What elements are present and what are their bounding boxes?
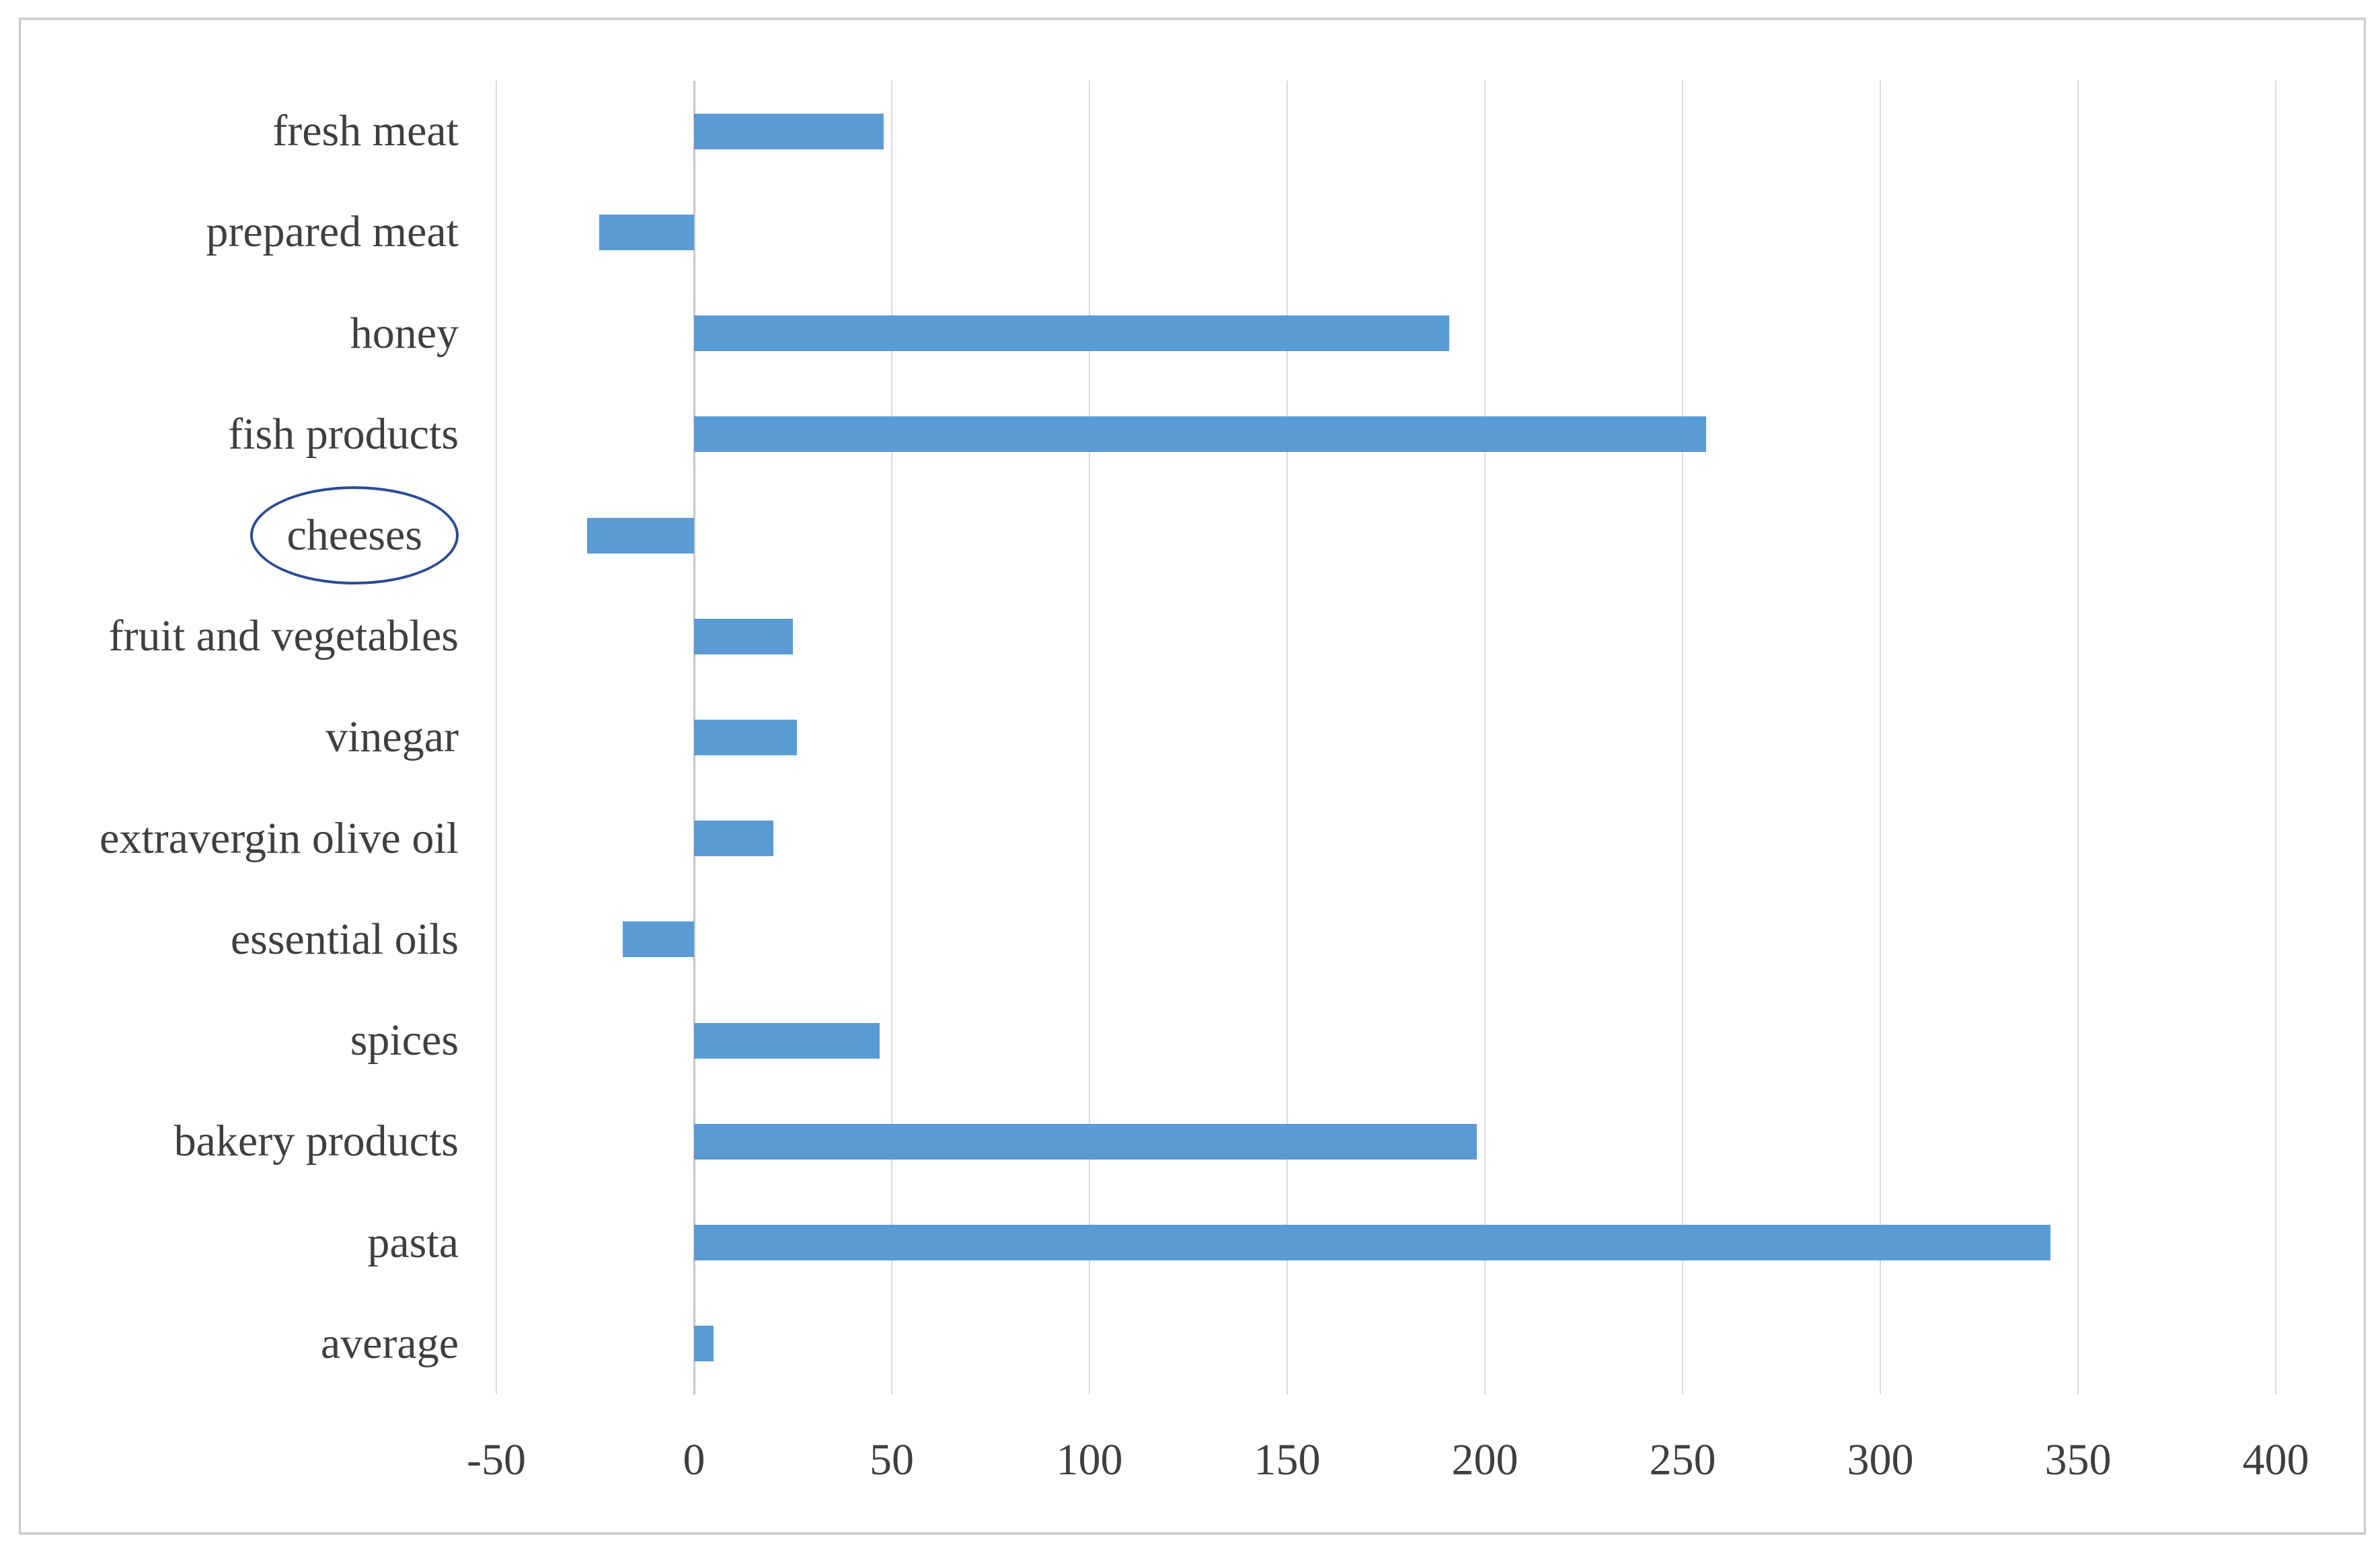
- x-tick-label: 200: [1451, 1435, 1519, 1484]
- bar-fresh-meat: [694, 113, 884, 149]
- category-label-average: average: [320, 1318, 459, 1368]
- category-label-cheeses: cheeses: [27, 485, 459, 586]
- bar-spices: [694, 1022, 880, 1059]
- bar-extravergin-olive-oil: [694, 821, 773, 857]
- bar-average: [694, 1326, 714, 1362]
- x-gridline: [496, 81, 497, 1394]
- x-tick-label: 350: [2044, 1435, 2112, 1484]
- x-gridline: [1682, 81, 1683, 1394]
- x-gridline: [1287, 81, 1288, 1394]
- category-label-vinegar: vinegar: [325, 712, 459, 762]
- cheeses-ellipse-annotation: cheeses: [250, 486, 459, 585]
- x-gridline: [2077, 81, 2079, 1394]
- x-tick-label: 0: [683, 1435, 705, 1484]
- bar-essential-oils: [623, 921, 694, 958]
- x-tick-label: -50: [467, 1435, 526, 1484]
- category-label-honey: honey: [350, 308, 459, 358]
- chart-frame: [19, 17, 2366, 1535]
- x-tick-label: 100: [1056, 1435, 1123, 1484]
- category-label-spices: spices: [350, 1016, 459, 1065]
- category-label-pasta: pasta: [367, 1217, 459, 1267]
- bar-honey: [694, 315, 1450, 352]
- x-tick-label: 150: [1254, 1435, 1321, 1484]
- x-tick-label: 250: [1649, 1435, 1716, 1484]
- bar-vinegar: [694, 720, 797, 755]
- category-label-fresh-meat: fresh meat: [272, 106, 459, 156]
- bar-bakery-products: [694, 1123, 1477, 1160]
- x-tick-label: 50: [870, 1435, 914, 1484]
- x-gridline: [1089, 81, 1090, 1394]
- x-gridline: [1484, 81, 1486, 1394]
- category-label-fish-products: fish products: [228, 409, 459, 459]
- x-gridline: [1880, 81, 1881, 1394]
- bar-prepared-meat: [599, 214, 694, 250]
- x-gridline: [2275, 81, 2276, 1394]
- category-label-fruit-and-vegetables: fruit and vegetables: [108, 611, 459, 661]
- x-gridline: [891, 81, 892, 1394]
- x-tick-label: 300: [1847, 1435, 1914, 1484]
- category-label-essential-oils: essential oils: [230, 914, 459, 964]
- x-tick-label: 400: [2242, 1435, 2309, 1484]
- bar-fruit-and-vegetables: [694, 618, 793, 654]
- bar-fish-products: [694, 416, 1707, 453]
- category-label-prepared-meat: prepared meat: [206, 207, 459, 257]
- category-label-extravergin-olive-oil: extravergin olive oil: [100, 813, 459, 863]
- category-label-text: cheeses: [286, 510, 422, 560]
- bar-cheeses: [587, 517, 694, 554]
- category-label-bakery-products: bakery products: [174, 1116, 459, 1166]
- bar-pasta: [694, 1225, 2050, 1261]
